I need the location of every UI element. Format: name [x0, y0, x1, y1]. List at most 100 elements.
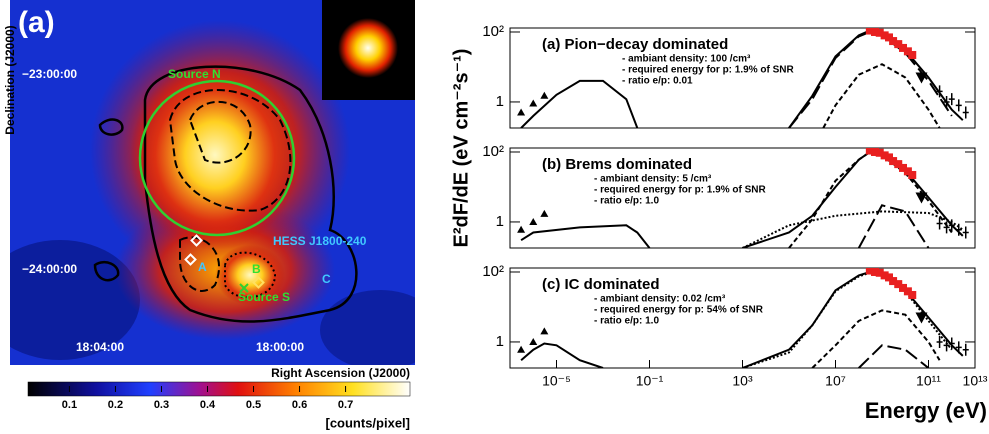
- data-point: [948, 337, 955, 350]
- data-point: [898, 163, 907, 172]
- y-tick-label: 1: [496, 213, 504, 230]
- data-point: [894, 160, 903, 169]
- data-point: [894, 40, 903, 49]
- data-point: [889, 277, 898, 286]
- data-point: [875, 148, 884, 157]
- data-point: [540, 91, 549, 99]
- y-tick-label: 1: [496, 93, 504, 110]
- data-point: [865, 148, 874, 155]
- data-point: [948, 93, 955, 106]
- upper-limit: [915, 192, 928, 204]
- data-point: [898, 283, 907, 292]
- data-point: [955, 341, 962, 354]
- model-curve: [520, 224, 651, 248]
- data-point: [517, 225, 526, 233]
- data-point: [889, 157, 898, 166]
- data-point: [943, 221, 950, 234]
- y-tick-label: 10²: [482, 143, 504, 160]
- model-curve: [742, 210, 964, 248]
- data-point: [529, 337, 538, 345]
- dec-tick-label: −23:00:00: [22, 67, 77, 81]
- x-tick-label: 10⁻⁵: [542, 373, 571, 389]
- data-point: [884, 153, 893, 162]
- panel-note: - required energy for p: 54% of SNR: [594, 305, 764, 316]
- x-tick-label: 10¹¹: [916, 373, 941, 389]
- data-point: [936, 335, 943, 348]
- colorbar-label: [counts/pixel]: [325, 415, 410, 430]
- data-point: [529, 217, 538, 225]
- data-point: [903, 167, 912, 176]
- map-annotation: HESS J1800-240: [273, 234, 367, 248]
- data-point: [889, 37, 898, 46]
- data-point: [871, 268, 880, 276]
- model-curve: [742, 271, 953, 368]
- panel-note: - ambiant density: 5 /cm³: [594, 174, 712, 185]
- plot-frame: [509, 27, 976, 129]
- ra-tick-label: 18:00:00: [256, 340, 304, 354]
- data-point: [955, 99, 962, 112]
- dec-tick-label: −24:00:00: [22, 262, 77, 276]
- map-annotation: Source S: [238, 290, 290, 304]
- upper-limit: [915, 312, 928, 324]
- data-point: [962, 226, 969, 239]
- data-point: [962, 343, 969, 356]
- y-axis-label: Declination (J2000): [3, 25, 17, 134]
- data-point: [943, 339, 950, 352]
- x-tick-label: 10⁷: [825, 373, 846, 389]
- panel-note: - ratio e/p: 1.0: [594, 316, 659, 327]
- data-point: [903, 287, 912, 296]
- data-point: [955, 223, 962, 236]
- data-point: [936, 85, 943, 98]
- x-axis-label: Energy (eV): [865, 398, 987, 423]
- data-point: [871, 148, 880, 156]
- series-group: [517, 268, 969, 368]
- colorbar-tick-label: 0.5: [246, 399, 261, 411]
- data-point: [875, 268, 884, 277]
- data-point: [517, 345, 526, 353]
- data-point: [875, 28, 884, 37]
- model-curve: [788, 150, 953, 248]
- model-curve: [811, 309, 941, 368]
- data-point: [880, 31, 889, 40]
- data-point: [529, 99, 538, 107]
- colorbar-tick-label: 0.6: [292, 399, 307, 411]
- data-point: [908, 50, 917, 59]
- upper-limit: [915, 72, 928, 84]
- series-group: [517, 148, 969, 248]
- data-point: [871, 28, 880, 36]
- model-curve: [520, 79, 639, 128]
- data-point: [540, 209, 549, 217]
- map-annotation: A: [198, 260, 207, 274]
- model-curve: [858, 344, 930, 368]
- model-curve: [822, 63, 941, 128]
- map-annotation: C: [322, 272, 331, 286]
- model-curve: [788, 30, 953, 128]
- data-point: [903, 47, 912, 56]
- data-point: [540, 327, 549, 335]
- ra-tick-label: 18:04:00: [76, 340, 124, 354]
- data-point: [943, 95, 950, 108]
- colorbar-tick-label: 0.4: [200, 399, 216, 411]
- y-tick-label: 10²: [482, 23, 504, 40]
- data-point: [962, 106, 969, 119]
- panel-note: - ratio e/p: 1.0: [594, 196, 659, 207]
- model-curve: [857, 204, 930, 248]
- data-point: [880, 271, 889, 280]
- map-annotation: Source N: [168, 67, 221, 81]
- panel-note: - required energy for p: 1.9% of SNR: [594, 185, 766, 196]
- colorbar-tick-label: 0.3: [154, 399, 169, 411]
- panel-title: (a) Pion−decay dominated: [542, 36, 728, 53]
- model-curve: [742, 270, 964, 368]
- model-curve: [788, 29, 964, 128]
- x-axis-label: Right Ascension (J2000): [271, 366, 410, 380]
- data-point: [517, 108, 526, 116]
- panel-title: (c) IC dominated: [542, 276, 660, 293]
- panel-note: - ambiant density: 100 /cm³: [622, 54, 751, 65]
- data-point: [948, 219, 955, 232]
- sky-map: [10, 0, 415, 365]
- data-point: [936, 217, 943, 230]
- x-tick-label: 10¹³: [963, 373, 988, 389]
